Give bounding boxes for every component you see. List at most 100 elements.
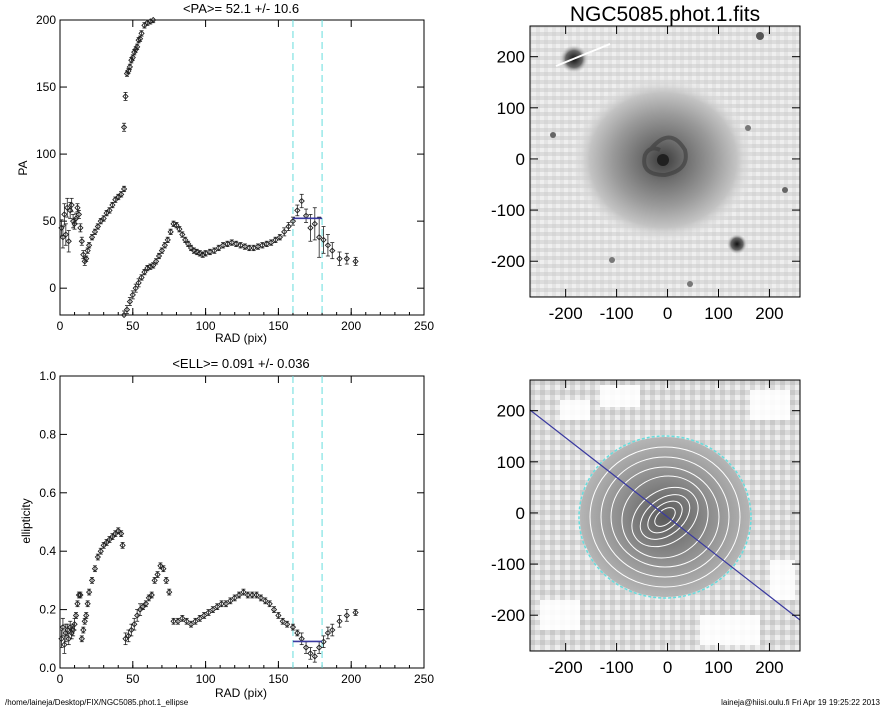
galaxy-nucleus <box>657 154 669 166</box>
data-point <box>94 223 101 230</box>
data-point <box>176 226 183 233</box>
image-y-tick-label: 200 <box>497 48 525 67</box>
outer-isophote <box>578 435 752 599</box>
isophote-image-panel: -200 -100 0 100 200 -200 -100 0 100 200 <box>491 379 801 677</box>
data-point <box>85 242 93 249</box>
x-tick-label: 200 <box>341 672 361 686</box>
data-point <box>109 533 116 540</box>
data-point <box>298 197 305 205</box>
data-point <box>311 653 318 660</box>
spiral-arm <box>642 135 688 178</box>
artifact-streak <box>555 43 611 67</box>
data-point <box>173 222 180 229</box>
data-point <box>132 285 139 292</box>
data-point <box>138 274 145 281</box>
image-y-tick-label: -100 <box>491 201 525 220</box>
x-tick-label: 250 <box>414 672 434 686</box>
data-point <box>235 591 243 599</box>
data-point <box>272 236 279 244</box>
data-point <box>164 236 171 244</box>
x-tick-label: 0 <box>57 319 64 333</box>
x-tick-label: 150 <box>268 319 288 333</box>
y-tick-label: 0.8 <box>39 427 56 441</box>
data-point <box>281 228 288 236</box>
field-star <box>687 281 693 287</box>
data-point <box>193 248 201 256</box>
ell-title: <ELL>= 0.091 +/- 0.036 <box>172 356 309 371</box>
y-tick-label: 50 <box>43 214 57 228</box>
data-point <box>154 571 161 578</box>
data-point <box>97 548 104 555</box>
data-point <box>199 251 206 258</box>
y-tick-label: 150 <box>36 80 56 94</box>
data-point <box>233 240 240 248</box>
data-point <box>163 577 170 584</box>
image-x-tick-label: 0 <box>663 658 672 677</box>
data-point <box>147 18 154 25</box>
data-point <box>184 240 192 248</box>
data-point <box>316 234 323 241</box>
data-point <box>100 542 107 549</box>
data-point <box>343 612 350 619</box>
isophote-contours <box>589 446 741 588</box>
image-y-tick-label: -200 <box>491 606 525 625</box>
footer-timestamp: laineja@hiisi.oulu.fi Fri Apr 19 19:25:2… <box>721 698 880 707</box>
field-star <box>550 132 556 138</box>
data-point <box>62 231 69 238</box>
galaxy-image <box>530 26 800 297</box>
data-point <box>94 553 101 561</box>
image1-frame <box>529 25 801 298</box>
image-x-tick-label: -100 <box>600 658 634 677</box>
data-point <box>77 591 84 599</box>
data-point <box>237 242 244 249</box>
data-point <box>320 236 327 244</box>
data-point <box>144 19 151 26</box>
pa-plot-area: 0 50 100 150 200 250 0 50 100 150 200 <box>36 13 434 333</box>
image-x-tick-label: 200 <box>755 304 783 323</box>
data-point <box>152 258 160 265</box>
data-point <box>170 220 177 227</box>
data-series <box>120 220 292 319</box>
data-point <box>289 623 297 631</box>
data-point <box>139 603 147 610</box>
data-point <box>74 600 81 607</box>
data-point <box>336 255 343 262</box>
image1-axes: -200 -100 0 100 200 -200 -100 0 100 200 <box>491 26 800 323</box>
y-tick-label: 0 <box>49 281 56 295</box>
data-point <box>75 211 83 218</box>
data-point <box>136 606 144 613</box>
data-point <box>147 263 154 270</box>
field-star <box>609 257 615 263</box>
image-x-tick-label: -200 <box>549 304 583 323</box>
data-point <box>80 626 87 634</box>
data-point <box>88 577 96 584</box>
data-series <box>58 527 126 654</box>
data-point <box>134 612 141 619</box>
data-point <box>120 185 128 193</box>
data-point <box>141 268 148 276</box>
data-point <box>179 231 186 238</box>
data-point <box>65 635 72 642</box>
data-point <box>61 211 68 218</box>
ell-xlabel: RAD (pix) <box>215 686 267 700</box>
pa-direction-line <box>530 409 800 621</box>
data-point <box>157 562 164 569</box>
data-point <box>131 621 138 628</box>
plot-frame <box>59 19 425 316</box>
data-point <box>254 243 262 250</box>
data-point <box>294 629 301 637</box>
data-point <box>68 201 75 209</box>
pa-title: <PA>= 52.1 +/- 10.6 <box>183 1 299 16</box>
x-tick-label: 50 <box>126 319 140 333</box>
data-point <box>324 242 332 249</box>
data-point <box>192 618 199 625</box>
data-point <box>231 594 238 602</box>
x-tick-label: 200 <box>341 319 361 333</box>
data-point <box>253 591 260 599</box>
data-point <box>183 618 190 625</box>
data-point <box>352 258 359 265</box>
data-point <box>145 594 152 602</box>
data-point <box>83 255 90 262</box>
data-point <box>263 240 270 248</box>
ell-plot-area: 0 50 100 150 200 250 0.0 0.2 0.4 0.6 0.8 1.0 <box>39 369 434 686</box>
